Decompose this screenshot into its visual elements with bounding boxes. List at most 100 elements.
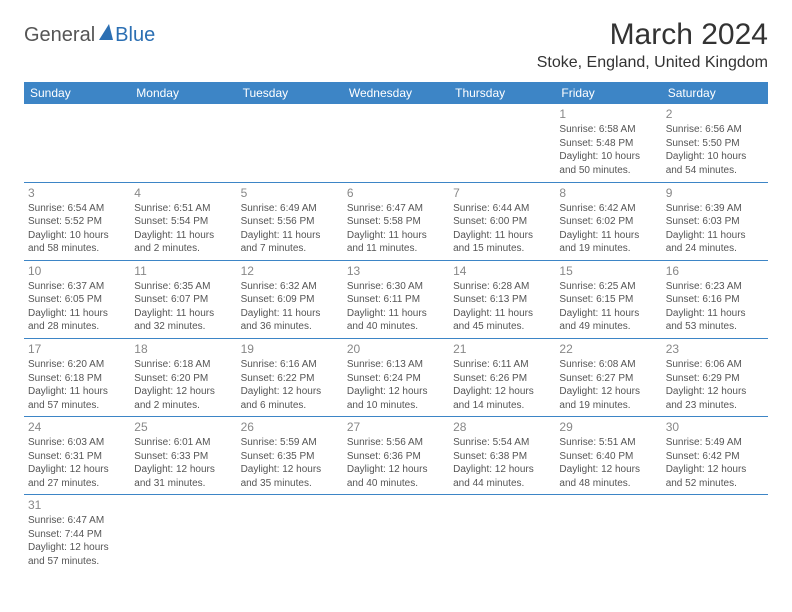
day-number: 2 xyxy=(666,106,764,122)
sunset-text: Sunset: 6:03 PM xyxy=(666,215,764,229)
sunset-text: Sunset: 6:31 PM xyxy=(28,450,126,464)
day-number: 18 xyxy=(134,341,232,357)
sunset-text: Sunset: 5:54 PM xyxy=(134,215,232,229)
daylight-text: Daylight: 12 hours and 48 minutes. xyxy=(559,463,657,490)
calendar-cell: 24Sunrise: 6:03 AMSunset: 6:31 PMDayligh… xyxy=(24,417,130,495)
sunset-text: Sunset: 6:18 PM xyxy=(28,372,126,386)
calendar-cell xyxy=(449,495,555,573)
sunrise-text: Sunrise: 6:28 AM xyxy=(453,280,551,294)
day-number: 26 xyxy=(241,419,339,435)
calendar-cell: 19Sunrise: 6:16 AMSunset: 6:22 PMDayligh… xyxy=(237,338,343,416)
sunrise-text: Sunrise: 6:47 AM xyxy=(28,514,126,528)
sunrise-text: Sunrise: 6:13 AM xyxy=(347,358,445,372)
sunrise-text: Sunrise: 6:58 AM xyxy=(559,123,657,137)
calendar-cell: 14Sunrise: 6:28 AMSunset: 6:13 PMDayligh… xyxy=(449,260,555,338)
sunset-text: Sunset: 5:58 PM xyxy=(347,215,445,229)
day-number: 15 xyxy=(559,263,657,279)
daylight-text: Daylight: 11 hours and 28 minutes. xyxy=(28,307,126,334)
daylight-text: Daylight: 11 hours and 53 minutes. xyxy=(666,307,764,334)
sunset-text: Sunset: 6:02 PM xyxy=(559,215,657,229)
daylight-text: Daylight: 12 hours and 19 minutes. xyxy=(559,385,657,412)
brand-logo: General Blue xyxy=(24,18,155,47)
day-number: 7 xyxy=(453,185,551,201)
sunrise-text: Sunrise: 6:16 AM xyxy=(241,358,339,372)
calendar-cell: 25Sunrise: 6:01 AMSunset: 6:33 PMDayligh… xyxy=(130,417,236,495)
calendar-cell: 12Sunrise: 6:32 AMSunset: 6:09 PMDayligh… xyxy=(237,260,343,338)
calendar-cell: 8Sunrise: 6:42 AMSunset: 6:02 PMDaylight… xyxy=(555,182,661,260)
sunset-text: Sunset: 5:50 PM xyxy=(666,137,764,151)
sunrise-text: Sunrise: 6:23 AM xyxy=(666,280,764,294)
daylight-text: Daylight: 11 hours and 24 minutes. xyxy=(666,229,764,256)
day-number: 1 xyxy=(559,106,657,122)
day-number: 8 xyxy=(559,185,657,201)
daylight-text: Daylight: 11 hours and 40 minutes. xyxy=(347,307,445,334)
calendar-cell xyxy=(237,495,343,573)
calendar-week-row: 3Sunrise: 6:54 AMSunset: 5:52 PMDaylight… xyxy=(24,182,768,260)
month-title: March 2024 xyxy=(537,18,768,52)
sunrise-text: Sunrise: 6:08 AM xyxy=(559,358,657,372)
sunrise-text: Sunrise: 6:54 AM xyxy=(28,202,126,216)
daylight-text: Daylight: 11 hours and 49 minutes. xyxy=(559,307,657,334)
day-number: 5 xyxy=(241,185,339,201)
daylight-text: Daylight: 12 hours and 10 minutes. xyxy=(347,385,445,412)
calendar-cell: 18Sunrise: 6:18 AMSunset: 6:20 PMDayligh… xyxy=(130,338,236,416)
daylight-text: Daylight: 11 hours and 45 minutes. xyxy=(453,307,551,334)
daylight-text: Daylight: 11 hours and 57 minutes. xyxy=(28,385,126,412)
sunrise-text: Sunrise: 6:01 AM xyxy=(134,436,232,450)
day-number: 3 xyxy=(28,185,126,201)
daylight-text: Daylight: 10 hours and 54 minutes. xyxy=(666,150,764,177)
day-number: 20 xyxy=(347,341,445,357)
sunset-text: Sunset: 6:11 PM xyxy=(347,293,445,307)
day-header: Monday xyxy=(130,82,236,104)
calendar-cell: 30Sunrise: 5:49 AMSunset: 6:42 PMDayligh… xyxy=(662,417,768,495)
sunrise-text: Sunrise: 6:11 AM xyxy=(453,358,551,372)
daylight-text: Daylight: 12 hours and 31 minutes. xyxy=(134,463,232,490)
sunset-text: Sunset: 6:09 PM xyxy=(241,293,339,307)
daylight-text: Daylight: 12 hours and 14 minutes. xyxy=(453,385,551,412)
sunrise-text: Sunrise: 6:30 AM xyxy=(347,280,445,294)
sunrise-text: Sunrise: 6:06 AM xyxy=(666,358,764,372)
day-number: 9 xyxy=(666,185,764,201)
sunset-text: Sunset: 7:44 PM xyxy=(28,528,126,542)
calendar-cell: 3Sunrise: 6:54 AMSunset: 5:52 PMDaylight… xyxy=(24,182,130,260)
sunset-text: Sunset: 6:36 PM xyxy=(347,450,445,464)
sunset-text: Sunset: 6:13 PM xyxy=(453,293,551,307)
sunset-text: Sunset: 5:48 PM xyxy=(559,137,657,151)
calendar-cell: 5Sunrise: 6:49 AMSunset: 5:56 PMDaylight… xyxy=(237,182,343,260)
calendar-cell: 1Sunrise: 6:58 AMSunset: 5:48 PMDaylight… xyxy=(555,104,661,182)
daylight-text: Daylight: 10 hours and 50 minutes. xyxy=(559,150,657,177)
day-header: Wednesday xyxy=(343,82,449,104)
day-number: 16 xyxy=(666,263,764,279)
day-number: 19 xyxy=(241,341,339,357)
day-header: Thursday xyxy=(449,82,555,104)
day-header-row: Sunday Monday Tuesday Wednesday Thursday… xyxy=(24,82,768,104)
calendar-cell: 6Sunrise: 6:47 AMSunset: 5:58 PMDaylight… xyxy=(343,182,449,260)
sunrise-text: Sunrise: 6:37 AM xyxy=(28,280,126,294)
brand-sail-icon xyxy=(99,24,113,40)
day-number: 4 xyxy=(134,185,232,201)
calendar-cell: 28Sunrise: 5:54 AMSunset: 6:38 PMDayligh… xyxy=(449,417,555,495)
sunrise-text: Sunrise: 6:42 AM xyxy=(559,202,657,216)
day-number: 14 xyxy=(453,263,551,279)
day-number: 13 xyxy=(347,263,445,279)
sunrise-text: Sunrise: 5:51 AM xyxy=(559,436,657,450)
sunset-text: Sunset: 6:07 PM xyxy=(134,293,232,307)
calendar-cell: 21Sunrise: 6:11 AMSunset: 6:26 PMDayligh… xyxy=(449,338,555,416)
daylight-text: Daylight: 11 hours and 7 minutes. xyxy=(241,229,339,256)
daylight-text: Daylight: 12 hours and 23 minutes. xyxy=(666,385,764,412)
sunrise-text: Sunrise: 6:18 AM xyxy=(134,358,232,372)
day-number: 11 xyxy=(134,263,232,279)
calendar-cell xyxy=(555,495,661,573)
calendar-cell xyxy=(662,495,768,573)
daylight-text: Daylight: 12 hours and 57 minutes. xyxy=(28,541,126,568)
day-header: Friday xyxy=(555,82,661,104)
day-number: 24 xyxy=(28,419,126,435)
day-header: Sunday xyxy=(24,82,130,104)
calendar-cell: 4Sunrise: 6:51 AMSunset: 5:54 PMDaylight… xyxy=(130,182,236,260)
sunset-text: Sunset: 6:40 PM xyxy=(559,450,657,464)
daylight-text: Daylight: 11 hours and 36 minutes. xyxy=(241,307,339,334)
calendar-week-row: 24Sunrise: 6:03 AMSunset: 6:31 PMDayligh… xyxy=(24,417,768,495)
sunset-text: Sunset: 6:16 PM xyxy=(666,293,764,307)
daylight-text: Daylight: 12 hours and 2 minutes. xyxy=(134,385,232,412)
day-number: 25 xyxy=(134,419,232,435)
